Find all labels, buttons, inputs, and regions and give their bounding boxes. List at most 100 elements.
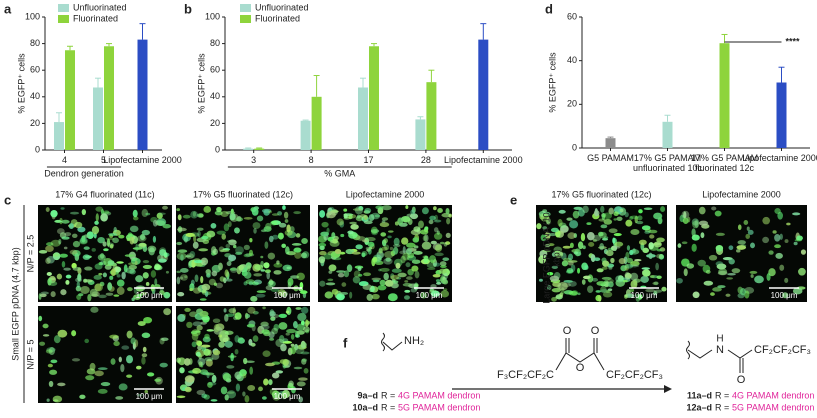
cell — [293, 247, 302, 253]
cell — [630, 280, 638, 289]
cell — [622, 279, 628, 283]
cell — [46, 398, 50, 402]
cell — [204, 357, 214, 362]
cell — [154, 278, 158, 286]
cell — [84, 279, 93, 283]
cell — [243, 271, 252, 279]
cell — [260, 321, 269, 327]
cell — [84, 266, 93, 271]
cell — [637, 215, 643, 221]
micrograph: 100 μm — [176, 205, 310, 302]
cell — [410, 209, 416, 215]
cell — [619, 208, 624, 213]
cell — [629, 216, 634, 220]
cell — [205, 268, 212, 276]
cell — [714, 210, 722, 217]
cell — [113, 294, 120, 297]
y-tick-label: 40 — [30, 91, 40, 101]
cell — [105, 292, 114, 296]
x-tick-label: Lipofectamine 2000 — [742, 153, 817, 163]
cell — [198, 361, 203, 368]
cell — [381, 217, 389, 221]
cell — [289, 226, 295, 233]
cell — [538, 255, 547, 264]
cell — [59, 253, 68, 258]
anhydride-bonds — [555, 338, 605, 371]
cell — [698, 220, 709, 226]
error-bar — [256, 147, 263, 149]
cell — [412, 237, 420, 243]
y-axis-label: % EGFP⁺ cells — [196, 53, 206, 114]
cell — [48, 281, 58, 286]
cell — [207, 381, 213, 388]
cell — [717, 285, 726, 289]
cell — [228, 254, 237, 262]
bar — [243, 148, 254, 150]
micrograph: 100 μm — [176, 306, 310, 403]
cell — [779, 264, 785, 271]
cell — [634, 258, 642, 262]
cell — [406, 276, 413, 280]
cell — [260, 255, 264, 259]
cell — [404, 295, 410, 300]
cell — [45, 207, 50, 213]
cell — [269, 388, 278, 396]
cell — [642, 269, 651, 277]
cell — [367, 247, 372, 255]
cell — [91, 248, 96, 252]
cell — [712, 287, 722, 292]
cell — [549, 275, 560, 282]
cell — [182, 214, 191, 219]
cell — [624, 271, 630, 281]
cell — [433, 227, 439, 233]
cell — [648, 252, 653, 260]
cell — [269, 310, 276, 317]
cell — [56, 273, 63, 280]
x-tick-label-box: Lipofectamine 2000 — [103, 155, 182, 165]
cell — [339, 291, 349, 295]
cell — [677, 243, 682, 248]
cell — [698, 206, 706, 215]
cell — [608, 228, 618, 234]
cell — [613, 218, 618, 221]
cell — [233, 244, 237, 249]
cell — [768, 250, 774, 255]
cell — [234, 227, 240, 234]
cell — [580, 233, 586, 242]
legend-label: Unfluorinated — [255, 2, 309, 12]
reagent-right: CF₂CF₂CF₃ — [606, 369, 663, 381]
r-group: 4G PAMAM dendron — [732, 390, 814, 400]
cell — [184, 275, 188, 279]
cell — [109, 275, 114, 280]
bar — [65, 50, 75, 150]
y-tick-label: 0 — [35, 144, 40, 154]
cell — [234, 312, 242, 320]
cell — [218, 262, 223, 271]
cell — [711, 206, 717, 211]
cell — [443, 288, 448, 291]
cell — [230, 208, 234, 214]
cell — [301, 358, 308, 362]
cell — [83, 234, 90, 238]
cell — [121, 271, 126, 280]
cell — [652, 242, 662, 246]
cell — [305, 319, 309, 327]
cell — [638, 239, 647, 246]
x-tick-label-box: 17% G5 PAMAM fluorinated 12c — [691, 153, 758, 173]
cell — [264, 269, 271, 274]
column-title: Lipofectamine 2000 — [346, 189, 425, 199]
cell — [293, 321, 298, 329]
cell — [728, 258, 735, 265]
cell — [200, 276, 204, 284]
cell — [640, 275, 649, 283]
cell — [225, 313, 235, 317]
cell — [570, 264, 576, 272]
cell — [193, 234, 197, 243]
cell — [47, 363, 53, 368]
cell — [264, 241, 269, 249]
cell — [611, 245, 621, 249]
cell — [136, 393, 143, 397]
cell — [569, 220, 579, 229]
cell — [372, 279, 380, 283]
cell — [256, 290, 267, 294]
